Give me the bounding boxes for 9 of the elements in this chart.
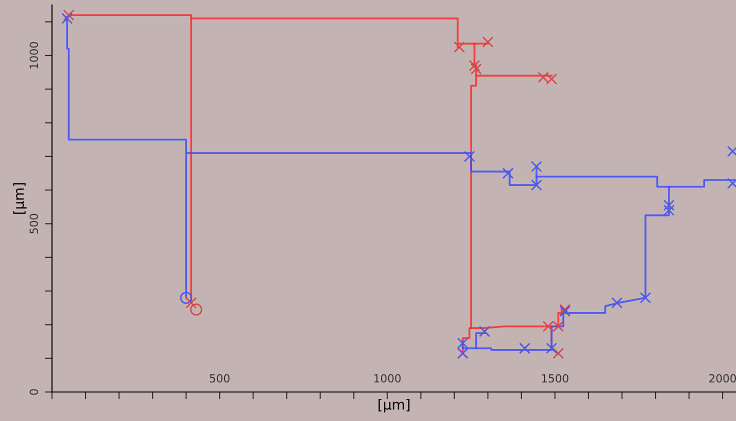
x-tick-label: 2000: [709, 374, 736, 383]
x-tick-label: 500: [210, 374, 230, 383]
x-tick-label: 1500: [542, 374, 568, 383]
y-tick-label: 500: [30, 214, 38, 234]
y-axis-title: [µm]: [13, 183, 27, 214]
y-tick-label: 1000: [30, 42, 38, 68]
x-tick-label: 1000: [374, 374, 401, 383]
x-axis-title: [µm]: [378, 398, 410, 412]
y-tick-label: 0: [30, 389, 38, 395]
